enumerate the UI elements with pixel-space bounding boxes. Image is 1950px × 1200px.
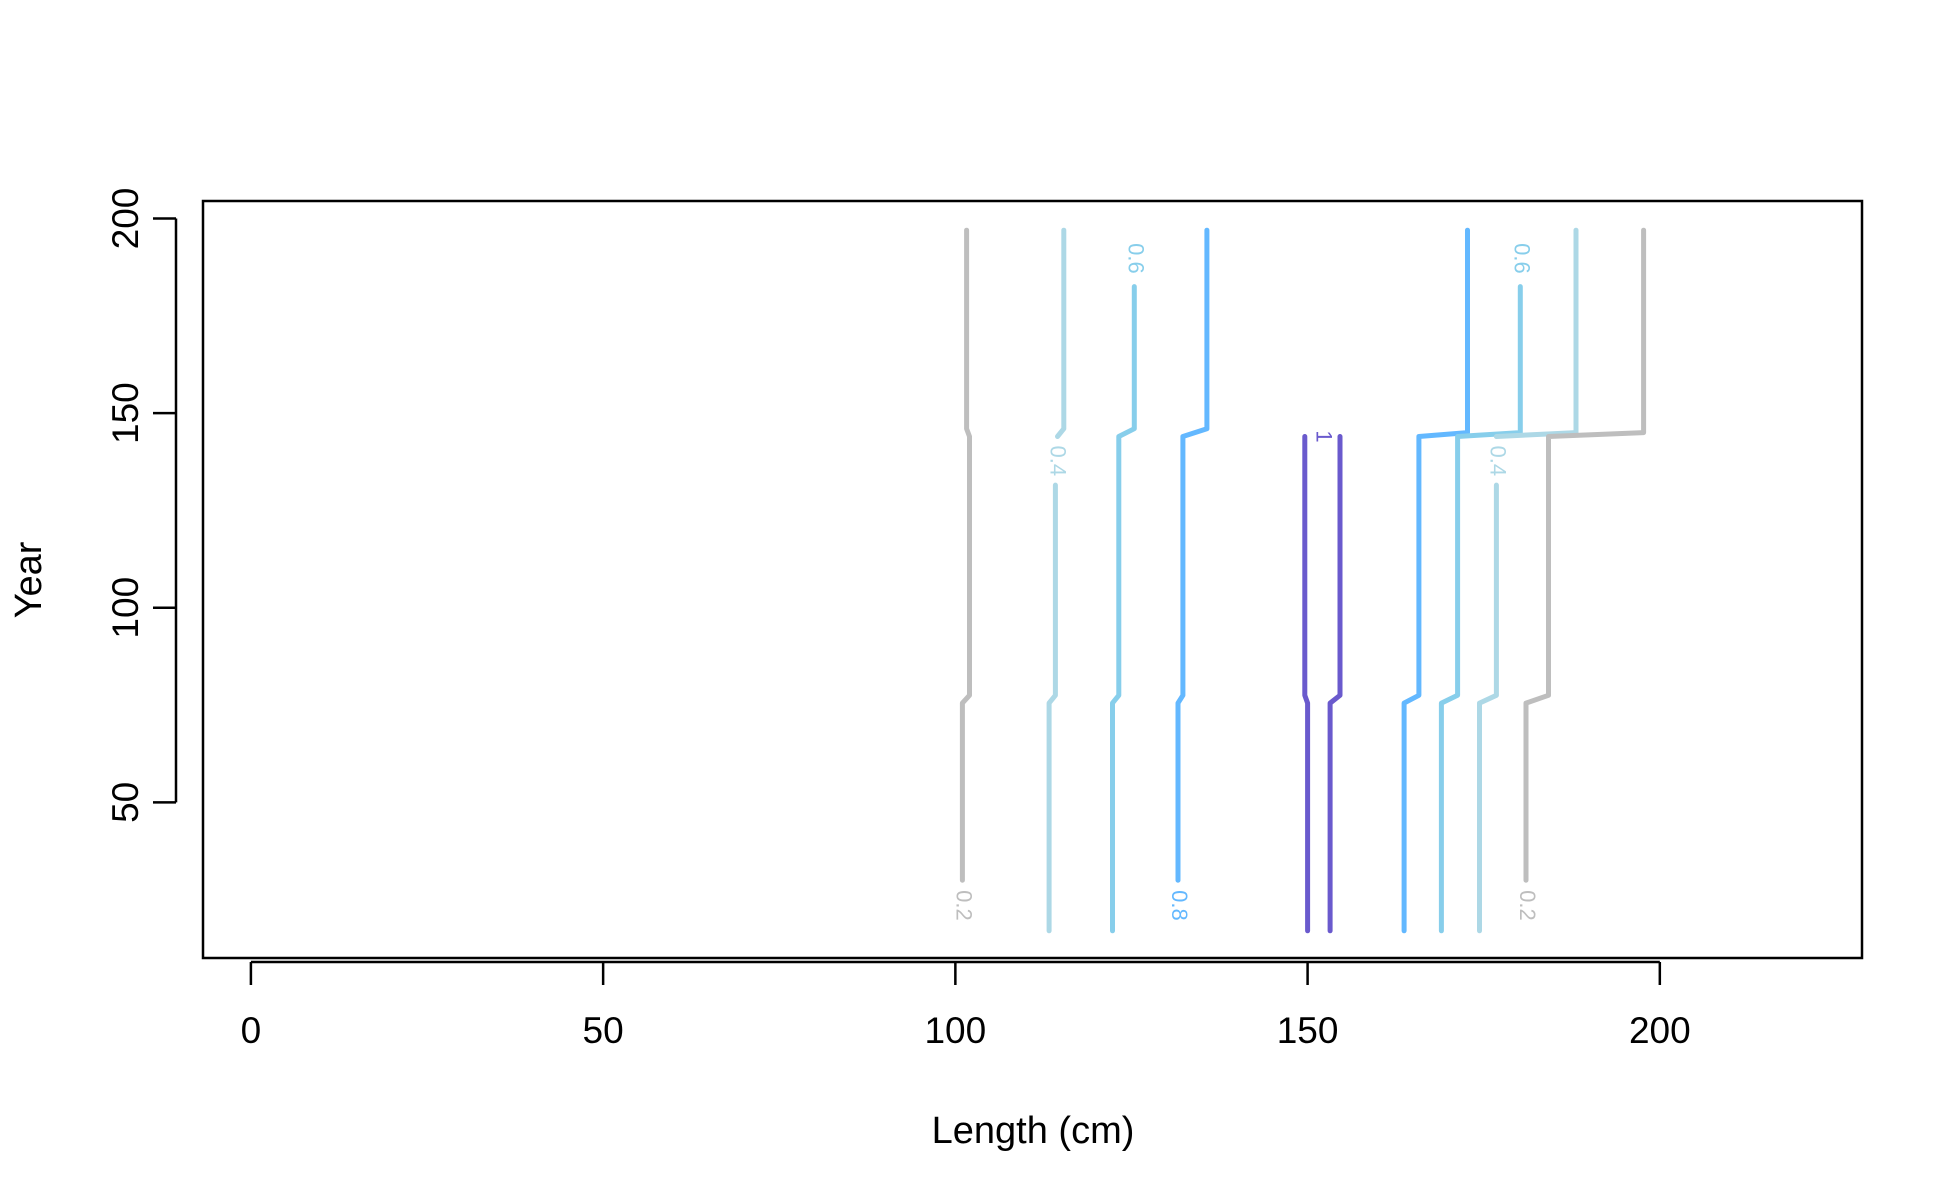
contour-label: 0.6 xyxy=(1123,243,1148,274)
contour-line xyxy=(959,227,972,883)
y-tick-label: 50 xyxy=(105,782,146,823)
y-tick-label: 150 xyxy=(105,382,146,444)
contour-line xyxy=(1046,227,1067,934)
y-axis-title: Year xyxy=(8,541,50,618)
contour-line xyxy=(1113,230,1135,931)
x-tick-label: 200 xyxy=(1629,1010,1691,1051)
contour-line xyxy=(1523,227,1647,883)
contour-label: 0.8 xyxy=(1167,890,1192,921)
contour-label: 0.4 xyxy=(1046,445,1071,476)
x-tick-label: 0 xyxy=(241,1010,262,1051)
x-axis-title: Length (cm) xyxy=(932,1110,1135,1152)
contour-line xyxy=(1401,227,1470,934)
contour-label: 0.2 xyxy=(1515,890,1540,921)
plot-box xyxy=(201,199,1864,960)
x-tick-label: 50 xyxy=(583,1010,624,1051)
contour-label: 1 xyxy=(1312,430,1337,442)
contour-label: 0.4 xyxy=(1486,445,1511,476)
contour-line xyxy=(1175,227,1210,883)
x-tick-label: 100 xyxy=(924,1010,986,1051)
y-tick-label: 100 xyxy=(105,577,146,639)
y-tick-label: 200 xyxy=(105,188,146,250)
contour-line xyxy=(1302,434,1343,934)
x-tick-label: 150 xyxy=(1277,1010,1339,1051)
contour-label: 0.6 xyxy=(1510,243,1535,274)
contour-line xyxy=(1477,227,1579,934)
contour-label: 0.2 xyxy=(952,890,977,921)
